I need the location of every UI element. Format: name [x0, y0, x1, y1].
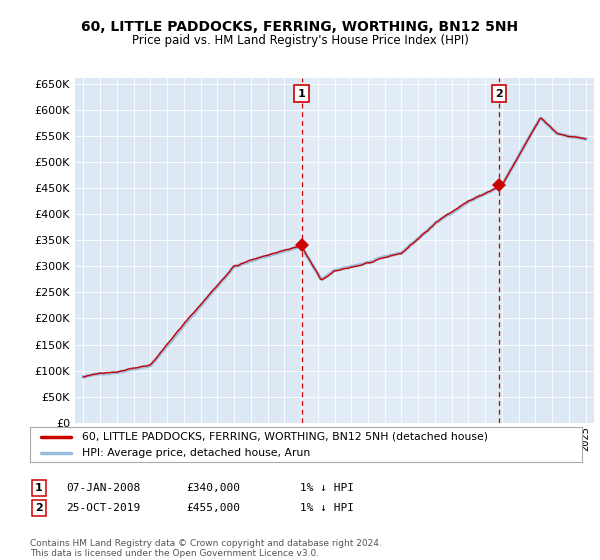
Text: 60, LITTLE PADDOCKS, FERRING, WORTHING, BN12 5NH: 60, LITTLE PADDOCKS, FERRING, WORTHING, … [82, 20, 518, 34]
Text: 25-OCT-2019: 25-OCT-2019 [66, 503, 140, 513]
Text: 60, LITTLE PADDOCKS, FERRING, WORTHING, BN12 5NH (detached house): 60, LITTLE PADDOCKS, FERRING, WORTHING, … [82, 432, 488, 442]
Text: 07-JAN-2008: 07-JAN-2008 [66, 483, 140, 493]
Text: £455,000: £455,000 [186, 503, 240, 513]
Text: Price paid vs. HM Land Registry's House Price Index (HPI): Price paid vs. HM Land Registry's House … [131, 34, 469, 46]
Text: 1: 1 [298, 88, 305, 99]
Text: Contains HM Land Registry data © Crown copyright and database right 2024.
This d: Contains HM Land Registry data © Crown c… [30, 539, 382, 558]
Text: 1: 1 [35, 483, 43, 493]
Text: £340,000: £340,000 [186, 483, 240, 493]
Bar [302, 78, 499, 423]
Text: 1% ↓ HPI: 1% ↓ HPI [300, 503, 354, 513]
Text: 2: 2 [495, 88, 503, 99]
Text: HPI: Average price, detached house, Arun: HPI: Average price, detached house, Arun [82, 447, 311, 458]
Text: 2: 2 [35, 503, 43, 513]
Text: 1% ↓ HPI: 1% ↓ HPI [300, 483, 354, 493]
